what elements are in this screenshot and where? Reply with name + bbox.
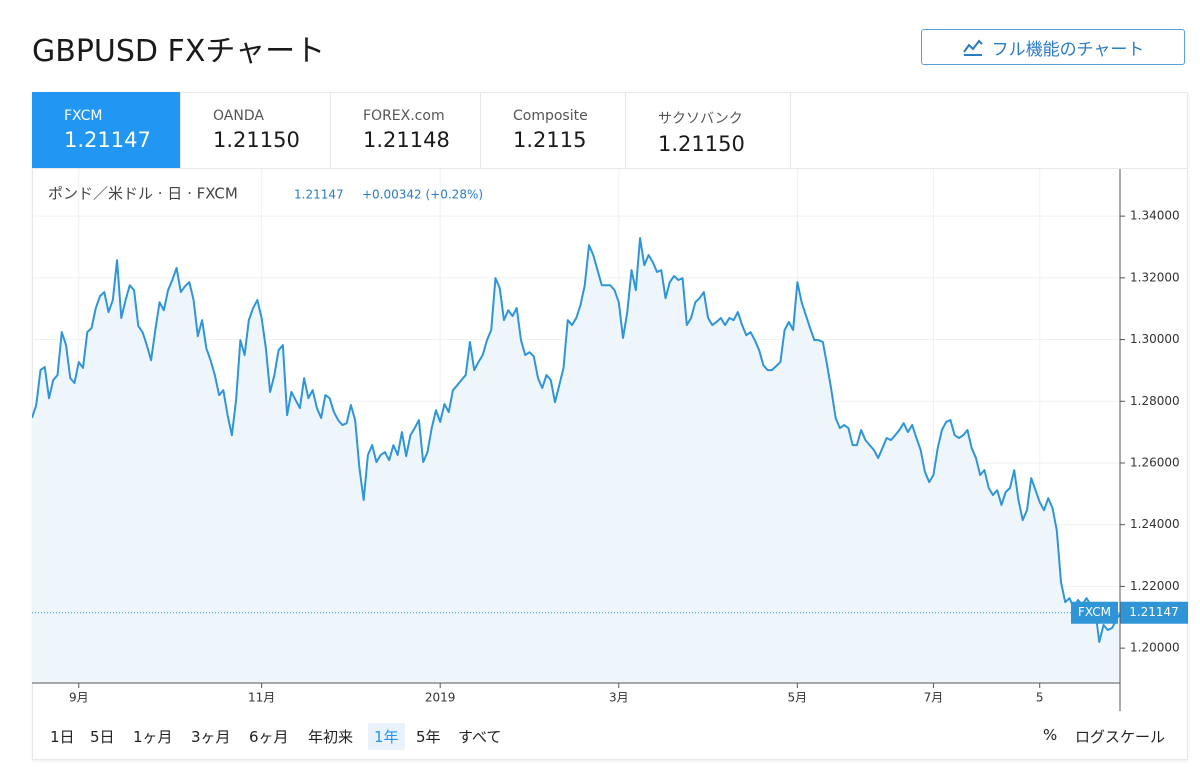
tab[interactable]: サクソバンク 1.21150 xyxy=(626,92,791,168)
tab[interactable]: FOREX.com 1.21148 xyxy=(331,92,481,168)
tab-name: FXCM xyxy=(64,108,103,124)
range-button[interactable]: 年初来 xyxy=(308,728,354,746)
chart-title: ポンド／米ドル · 日 · FXCM xyxy=(48,185,238,203)
tab-name: FOREX.com xyxy=(363,108,445,124)
range-button[interactable]: 6ヶ月 xyxy=(249,728,289,746)
y-tick-label: 1.24000 xyxy=(1130,517,1180,531)
tab-price: 1.21150 xyxy=(213,128,300,152)
y-tick-label: 1.26000 xyxy=(1130,455,1180,469)
tab-name: サクソバンク xyxy=(658,111,743,127)
x-tick-label: 5 xyxy=(1036,691,1044,705)
x-tick-label: 5月 xyxy=(788,691,808,705)
range-button[interactable]: 3ヶ月 xyxy=(191,728,231,746)
divider xyxy=(32,168,1188,169)
y-tick-label: 1.34000 xyxy=(1130,209,1180,223)
x-tick-label: 11月 xyxy=(248,691,275,705)
tab-price: 1.21150 xyxy=(658,132,745,156)
x-tick-label: 3月 xyxy=(609,691,629,705)
full-chart-label: フル機能のチャート xyxy=(991,39,1145,60)
y-tick-label: 1.28000 xyxy=(1130,394,1180,408)
range-button[interactable]: 1年 xyxy=(368,723,405,750)
y-tick-label: 1.30000 xyxy=(1130,332,1180,346)
log-toggle[interactable]: ログスケール xyxy=(1075,728,1166,746)
range-button[interactable]: 5年 xyxy=(416,728,441,746)
range-button[interactable]: すべて xyxy=(458,728,502,746)
x-tick-label: 9月 xyxy=(69,691,89,705)
tab[interactable]: OANDA 1.21150 xyxy=(181,92,331,168)
range-bar: 1日 5日 1ヶ月 3ヶ月 6ヶ月 年初来 1年 5年 すべて % ログスケール xyxy=(32,711,1188,759)
series-label: FXCM xyxy=(1078,605,1111,619)
range-button[interactable]: 5日 xyxy=(90,728,115,746)
area xyxy=(32,238,1121,684)
y-tick-label: 1.32000 xyxy=(1130,270,1180,284)
range-button[interactable]: 1ヶ月 xyxy=(133,728,173,746)
y-tick-label: 1.22000 xyxy=(1130,579,1180,593)
tab[interactable]: Composite 1.2115 xyxy=(481,92,626,168)
legend-price: 1.21147 xyxy=(294,188,344,202)
series-label-box xyxy=(1071,601,1118,624)
chart-icon xyxy=(962,39,983,56)
x-tick-label: 7月 xyxy=(924,691,944,705)
page-title: GBPUSD FXチャート xyxy=(32,34,326,69)
price-label-box xyxy=(1120,601,1188,624)
tab-name: OANDA xyxy=(213,108,264,124)
full-chart-button[interactable]: フル機能のチャート xyxy=(921,29,1185,65)
y-tick-label: 1.20000 xyxy=(1130,641,1180,655)
percent-toggle[interactable]: % xyxy=(1043,726,1058,744)
tab-name: Composite xyxy=(513,108,588,124)
price-label: 1.21147 xyxy=(1129,605,1179,619)
tab-price: 1.21148 xyxy=(363,128,450,152)
chart: 1.20000 1.22000 1.24000 1.26000 1.28000 1.300… xyxy=(32,169,1188,711)
range-button[interactable]: 1日 xyxy=(50,728,75,746)
legend-change: +0.00342 (+0.28%) xyxy=(362,188,483,202)
tab[interactable]: FXCM 1.21147 xyxy=(32,92,181,168)
tab-price: 1.2115 xyxy=(513,128,587,152)
line xyxy=(32,237,1122,643)
tab-price: 1.21147 xyxy=(64,128,151,152)
x-tick-label: 2019 xyxy=(425,691,456,705)
